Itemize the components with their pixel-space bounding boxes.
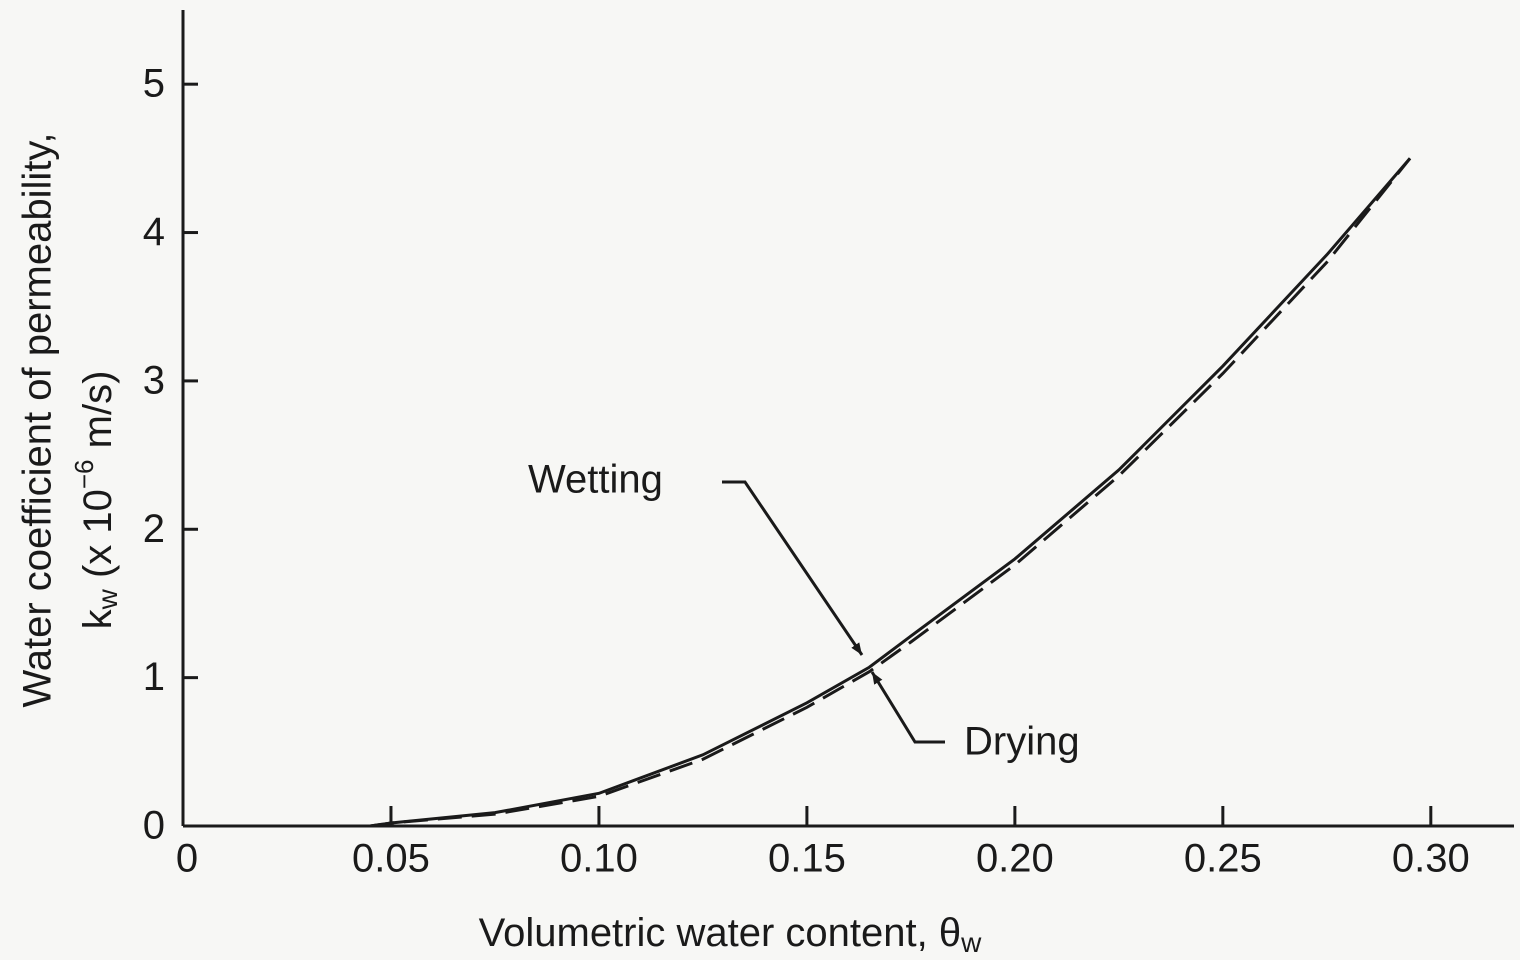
y-tick-label: 1 (143, 655, 165, 699)
series-line (369, 157, 1412, 828)
annotation-drying: Drying (964, 720, 1080, 764)
annotation-arrow (870, 671, 945, 744)
x-tick-label: 0.20 (976, 837, 1054, 881)
x-tick-label: 0.10 (560, 837, 638, 881)
y-tick-label: 5 (143, 62, 165, 106)
y-tick-label: 2 (143, 507, 165, 551)
x-tick-label: 0.05 (352, 837, 430, 881)
annotation-arrow (722, 480, 864, 656)
y-tick-label: 4 (143, 210, 165, 254)
x-tick-label: 0 (176, 837, 198, 881)
y-tick-label: 0 (143, 804, 165, 848)
series-line (369, 157, 1412, 828)
y-axis-label: Water coefficient of permeability, (16, 132, 60, 707)
annotation-wetting: Wetting (528, 458, 663, 502)
y-tick-label: 3 (143, 358, 165, 402)
x-tick-label: 0.30 (1392, 837, 1470, 881)
x-tick-label: 0.15 (768, 837, 846, 881)
x-tick-label: 0.25 (1184, 837, 1262, 881)
x-axis-label: Volumetric water content, θw (479, 911, 982, 959)
y-axis-unit: kw (x 10−6 m/s) (69, 371, 124, 630)
